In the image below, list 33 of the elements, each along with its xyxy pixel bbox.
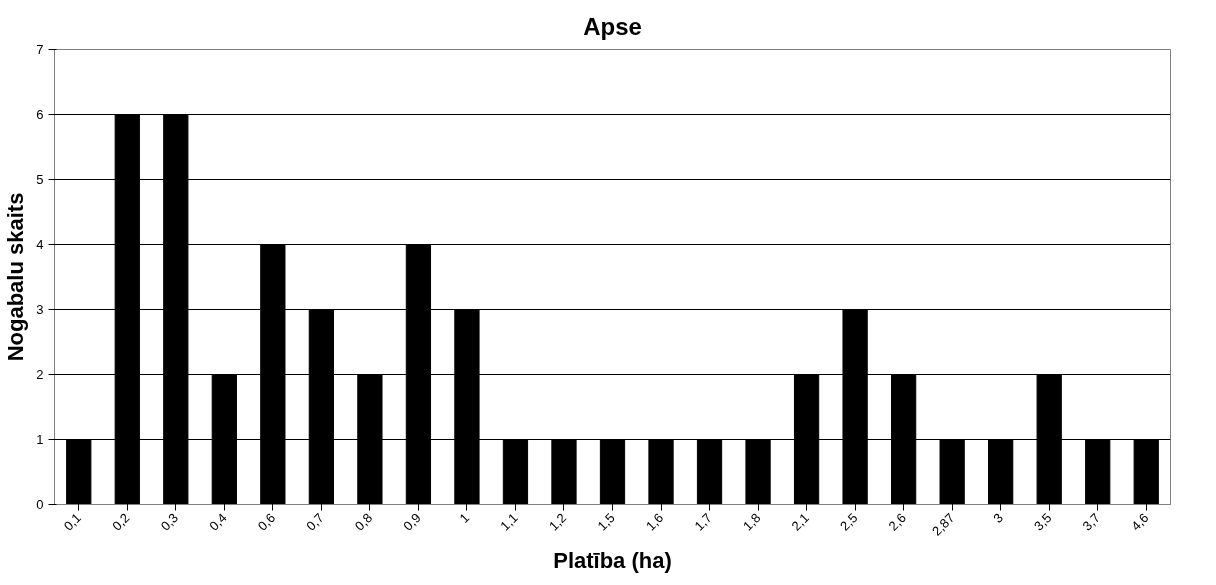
y-tick-label: 7 [36,42,44,57]
x-tick-label: 1,2 [545,510,570,534]
x-tick-label: 0,1 [60,510,85,534]
y-tick-label: 6 [36,107,44,122]
x-tick-label: 2,1 [788,510,812,534]
x-tick-label: 2,5 [837,510,861,534]
x-tick-label: 1,6 [642,510,667,534]
y-tick-label: 4 [36,237,44,252]
x-tick-label: 3 [990,510,1006,526]
x-tick-label: 1,1 [497,510,521,534]
x-tick-label: 0,8 [351,510,376,534]
x-tick-label: 1,5 [594,510,618,534]
y-tick-label: 1 [36,432,44,447]
x-tick-label: 0,3 [157,510,182,534]
x-tick-label: 0,9 [400,510,424,534]
y-tick-label: 3 [36,302,44,317]
chart-title: Apse [583,12,642,40]
x-tick-label: 4,6 [1128,510,1152,534]
x-tick-label: 0,6 [254,510,279,534]
x-tick-label: 2,6 [885,510,909,534]
x-tick-label: 3,7 [1079,510,1104,534]
x-tick-label: 0,7 [303,510,327,534]
x-tick-label: 3,5 [1031,510,1055,534]
y-tick-label: 5 [36,172,44,187]
x-axis-title: Platība (ha) [553,547,672,573]
y-tick-label: 0 [36,497,44,512]
y-axis-title: Nogabalu skaits [3,192,29,362]
x-tick-label: 0,4 [206,510,230,534]
x-tick-label: 1 [456,510,473,526]
x-tick-label: 0,2 [109,510,133,534]
x-tick-label: 1,8 [739,510,764,534]
x-tick-label: 1,7 [691,510,715,534]
y-tick-label: 2 [36,367,44,382]
